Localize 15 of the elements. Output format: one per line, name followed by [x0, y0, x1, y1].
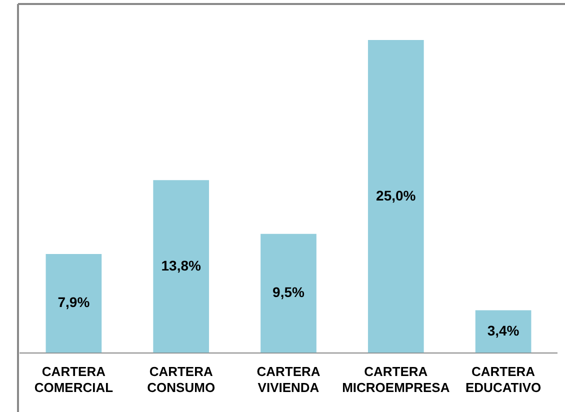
data-label: 9,5%: [272, 284, 305, 300]
x-tick-label: CARTERA EDUCATIVO: [465, 364, 542, 395]
x-tick-label: CARTERA MICROEMPRESA: [342, 364, 450, 395]
data-label: 25,0%: [376, 187, 416, 204]
x-tick-label: CARTERA COMERCIAL: [34, 364, 114, 395]
bar: [260, 234, 316, 353]
x-tick-label: CARTERA VIVIENDA: [256, 364, 321, 395]
data-label: 7,9%: [58, 294, 90, 310]
x-tick-label: CARTERA CONSUMO: [147, 364, 216, 395]
bar: [475, 310, 532, 353]
bar: [46, 254, 102, 353]
data-label: 3,4%: [487, 322, 520, 338]
data-label: 13,8%: [161, 257, 202, 274]
bar: [153, 180, 210, 353]
bar: [368, 40, 424, 353]
